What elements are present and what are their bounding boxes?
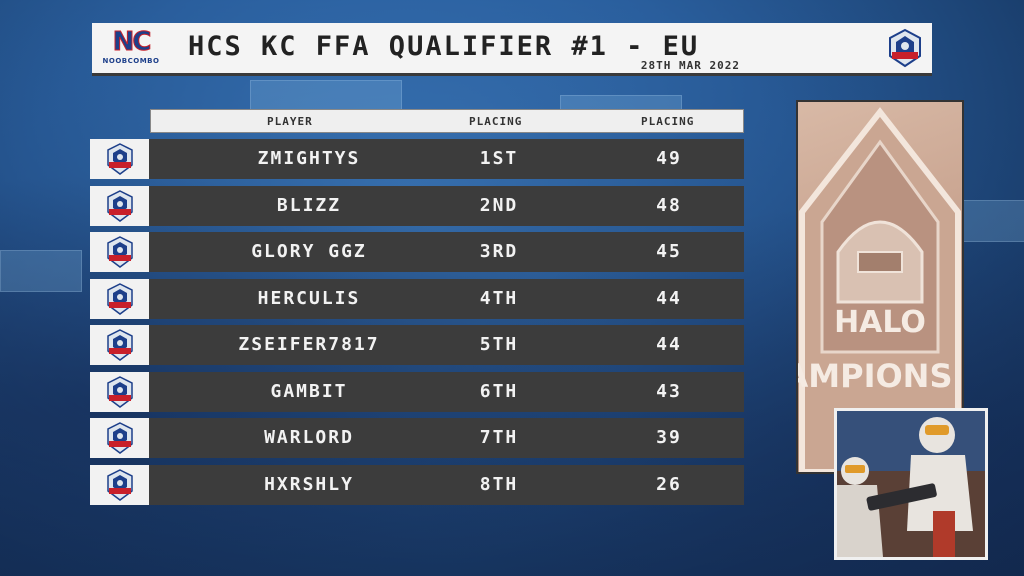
row-bar: ZMIGHTYS 1ST 49 (149, 139, 744, 179)
hcs-championship-emblem-icon (90, 372, 149, 412)
player-name: HERCULIS (257, 288, 361, 309)
placing: 6TH (479, 381, 519, 402)
points: 44 (656, 334, 682, 355)
points: 39 (656, 427, 682, 448)
championship-banner-text: AMPIONS (798, 357, 953, 395)
hcs-championship-emblem-icon (90, 325, 149, 365)
points: 44 (656, 288, 682, 309)
table-row: WARLORD 7TH 39 (90, 418, 744, 458)
page-title: HCS KC FFA QUALIFIER #1 - EU (188, 31, 700, 62)
table-header: PLAYER PLACING PLACING (150, 109, 744, 133)
row-bar: ZSEIFER7817 5TH 44 (149, 325, 744, 365)
row-bar: BLIZZ 2ND 48 (149, 186, 744, 226)
hcs-championship-emblem-icon (90, 279, 149, 319)
background-screen (0, 250, 82, 292)
column-points: PLACING (641, 115, 695, 128)
noobcombo-logo: NC NOOBCOMBO (102, 27, 160, 66)
table-row: GLORY GGZ 3RD 45 (90, 232, 744, 272)
table-row: ZSEIFER7817 5TH 44 (90, 325, 744, 365)
table-row: HERCULIS 4TH 44 (90, 279, 744, 319)
placing: 1ST (479, 148, 519, 169)
placing: 2ND (479, 195, 519, 216)
table-row: BLIZZ 2ND 48 (90, 186, 744, 226)
title-banner: NC NOOBCOMBO HCS KC FFA QUALIFIER #1 - E… (92, 23, 932, 76)
points: 48 (656, 195, 682, 216)
placing: 8TH (479, 474, 519, 495)
player-name: ZSEIFER7817 (238, 334, 380, 355)
player-name: ZMIGHTYS (257, 148, 361, 169)
spartan-player-photo (834, 408, 988, 560)
placing: 4TH (479, 288, 519, 309)
hcs-championship-emblem-icon (90, 232, 149, 272)
table-row: HXRSHLY 8TH 26 (90, 465, 744, 505)
points: 45 (656, 241, 682, 262)
points: 26 (656, 474, 682, 495)
placing: 7TH (479, 427, 519, 448)
player-name: GLORY GGZ (251, 241, 367, 262)
points: 49 (656, 148, 682, 169)
table-row: GAMBIT 6TH 43 (90, 372, 744, 412)
column-placing: PLACING (469, 115, 523, 128)
row-bar: GLORY GGZ 3RD 45 (149, 232, 744, 272)
row-bar: GAMBIT 6TH 43 (149, 372, 744, 412)
hcs-championship-emblem-icon (90, 139, 149, 179)
halo-banner-text: HALO (834, 305, 926, 340)
hcs-championship-emblem-icon (886, 28, 924, 68)
player-name: WARLORD (264, 427, 354, 448)
row-bar: HERCULIS 4TH 44 (149, 279, 744, 319)
placing: 3RD (479, 241, 519, 262)
hcs-championship-emblem-icon (90, 465, 149, 505)
player-name: BLIZZ (276, 195, 342, 216)
player-name: GAMBIT (270, 381, 348, 402)
hcs-championship-emblem-icon (90, 186, 149, 226)
hcs-championship-emblem-icon (90, 418, 149, 458)
points: 43 (656, 381, 682, 402)
placing: 5TH (479, 334, 519, 355)
row-bar: WARLORD 7TH 39 (149, 418, 744, 458)
row-bar: HXRSHLY 8TH 26 (149, 465, 744, 505)
table-row: ZMIGHTYS 1ST 49 (90, 139, 744, 179)
event-date: 28TH MAR 2022 (640, 59, 740, 72)
player-name: HXRSHLY (264, 474, 354, 495)
column-player: PLAYER (267, 115, 313, 128)
